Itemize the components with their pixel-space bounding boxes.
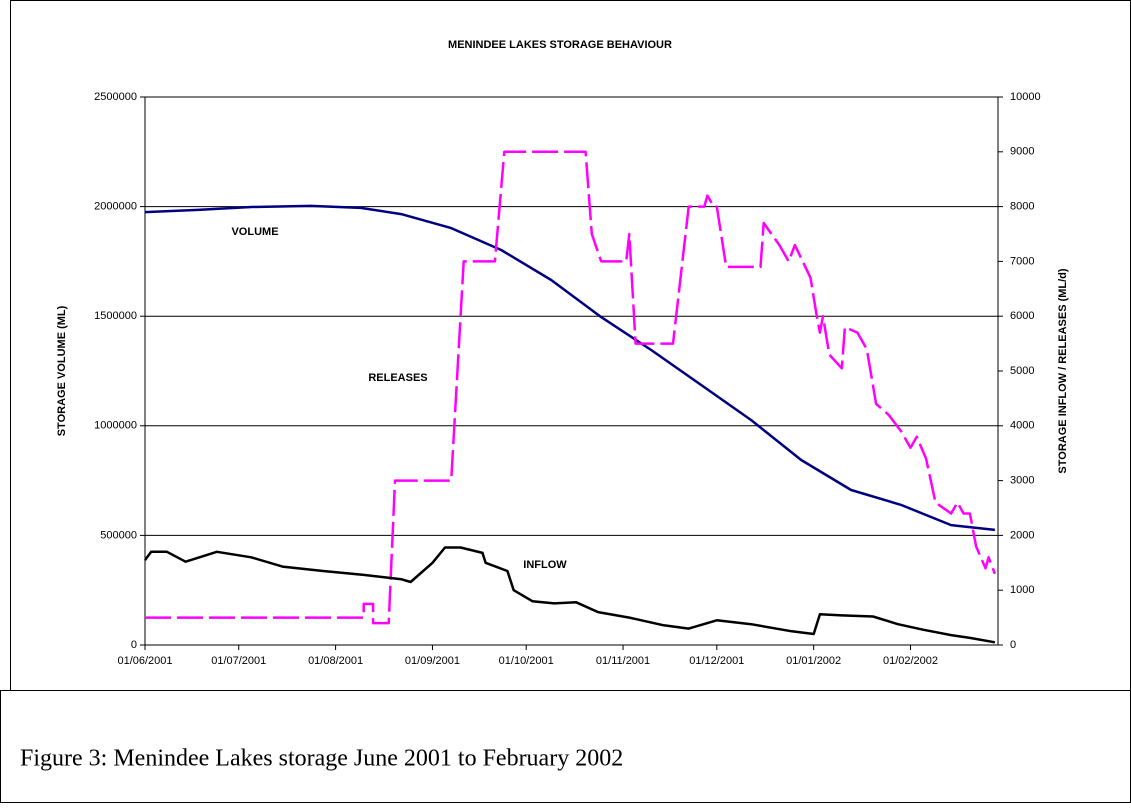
chart-frame	[10, 0, 1131, 691]
y2-tick-label: 8000	[1010, 201, 1034, 213]
y2-tick-label: 9000	[1010, 146, 1034, 158]
chart-title: MENINDEE LAKES STORAGE BEHAVIOUR	[448, 39, 672, 51]
y-tick-label: 2500000	[94, 91, 137, 103]
annotation: VOLUME	[231, 226, 278, 238]
caption: Figure 3: Menindee Lakes storage June 20…	[20, 746, 623, 772]
y2-tick-label: 3000	[1010, 475, 1034, 487]
y-axis-label: STORAGE VOLUME (ML)	[56, 305, 68, 436]
y2-tick-label: 1000	[1010, 584, 1034, 596]
x-tick-label: 01/11/2001	[596, 655, 650, 667]
x-tick-label: 01/12/2001	[689, 655, 744, 667]
y2-tick-label: 4000	[1010, 420, 1034, 432]
annotation: RELEASES	[368, 372, 427, 384]
y-tick-label: 1000000	[94, 420, 137, 432]
y2-tick-label: 2000	[1010, 529, 1034, 541]
x-tick-label: 01/01/2002	[786, 655, 841, 667]
y-tick-label: 0	[131, 639, 137, 651]
x-tick-label: 01/09/2001	[405, 655, 460, 667]
y2-tick-label: 7000	[1010, 255, 1034, 267]
x-tick-label: 01/02/2002	[883, 655, 938, 667]
x-tick-label: 01/07/2001	[211, 655, 266, 667]
series-line	[143, 546, 996, 644]
series-line	[145, 150, 997, 625]
y-tick-label: 2000000	[94, 201, 137, 213]
x-tick-label: 01/10/2001	[499, 655, 554, 667]
y2-tick-label: 6000	[1010, 310, 1034, 322]
x-tick-label: 01/08/2001	[308, 655, 363, 667]
series-line	[144, 204, 996, 532]
y2-tick-label: 10000	[1010, 91, 1041, 103]
annotation: INFLOW	[523, 559, 567, 571]
x-tick-label: 01/06/2001	[117, 655, 172, 667]
y2-axis-label: STORAGE INFLOW / RELEASES (ML/d)	[1057, 268, 1069, 473]
y-tick-label: 500000	[100, 529, 137, 541]
y2-tick-label: 5000	[1010, 365, 1034, 377]
y-tick-label: 1500000	[94, 310, 137, 322]
y2-tick-label: 0	[1010, 639, 1016, 651]
